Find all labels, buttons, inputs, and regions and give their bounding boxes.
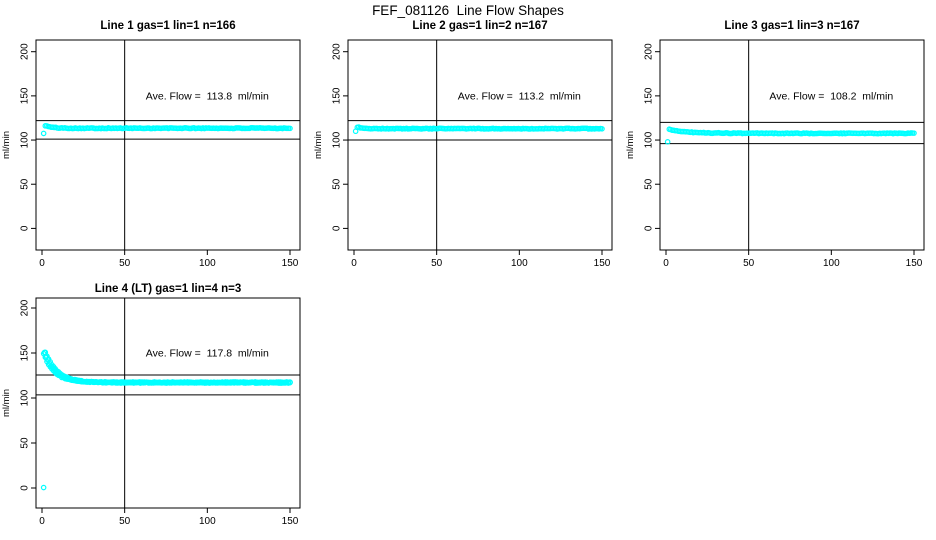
y-tick-label: 0 bbox=[20, 485, 31, 491]
y-tick-label: 150 bbox=[20, 344, 31, 361]
x-tick-label: 50 bbox=[743, 258, 755, 269]
avg-flow-annotation: Ave. Flow = 108.2 ml/min bbox=[769, 90, 893, 102]
x-tick-label: 50 bbox=[431, 258, 443, 269]
subplot-line-2: Line 2 gas=1 lin=2 n=167 0 50 100 150 0 50 100… bbox=[312, 20, 624, 270]
y-axis: 0 50 100 150 200 bbox=[332, 43, 348, 231]
subplot-4-canvas: 0 50 100 150 0 50 100 150 200 ml/min Ave. Flow = 1… bbox=[1, 297, 301, 527]
y-tick-label: 50 bbox=[332, 178, 343, 190]
y-tick-label: 50 bbox=[20, 437, 31, 449]
subplot-line-4: Line 4 (LT) gas=1 lin=4 n=3 0 50 100 150 0 50… bbox=[0, 270, 312, 540]
x-tick-label: 100 bbox=[511, 258, 528, 269]
x-tick-label: 100 bbox=[199, 258, 216, 269]
y-tick-label: 100 bbox=[20, 389, 31, 406]
avg-flow-annotation: Ave. Flow = 113.8 ml/min bbox=[146, 90, 269, 102]
y-tick-label: 50 bbox=[20, 178, 31, 190]
x-tick-label: 50 bbox=[119, 258, 131, 269]
subplot-3-canvas: 0 50 100 150 0 50 100 150 200 ml/min Ave. Flow = 1… bbox=[625, 39, 925, 269]
y-axis: 0 50 100 150 200 bbox=[20, 43, 36, 231]
y-tick-label: 100 bbox=[20, 131, 31, 148]
x-tick-label: 100 bbox=[199, 516, 216, 527]
subplot-1-canvas: 0 50 100 150 0 50 100 150 200 ml/min Ave. Flow = 1… bbox=[1, 39, 301, 269]
data-point bbox=[911, 130, 917, 136]
y-tick-label: 150 bbox=[20, 87, 31, 104]
avg-flow-annotation: Ave. Flow = 117.8 ml/min bbox=[146, 348, 269, 360]
figure-title: FEF_081126 Line Flow Shapes bbox=[372, 3, 564, 18]
x-tick-label: 0 bbox=[663, 258, 669, 269]
subplot-3-title: Line 3 gas=1 lin=3 n=167 bbox=[724, 20, 860, 32]
y-tick-label: 200 bbox=[20, 299, 31, 316]
data-points bbox=[664, 126, 917, 145]
plot-box bbox=[35, 297, 301, 509]
plot-box bbox=[35, 39, 301, 251]
y-tick-label: 200 bbox=[644, 43, 655, 60]
data-point bbox=[664, 139, 671, 145]
x-tick-label: 150 bbox=[906, 258, 923, 269]
subplot-4-title: Line 4 (LT) gas=1 lin=4 n=3 bbox=[94, 283, 242, 295]
y-tick-label: 0 bbox=[644, 225, 655, 231]
data-point bbox=[599, 126, 605, 132]
x-tick-label: 50 bbox=[119, 516, 131, 527]
x-tick-label: 0 bbox=[39, 258, 45, 269]
y-tick-label: 150 bbox=[644, 87, 655, 104]
x-tick-label: 150 bbox=[282, 516, 299, 527]
subplot-2-title: Line 2 gas=1 lin=2 n=167 bbox=[412, 20, 548, 32]
y-axis: 0 50 100 150 200 bbox=[20, 299, 36, 491]
x-axis: 0 50 100 150 bbox=[351, 250, 611, 269]
y-tick-label: 200 bbox=[20, 43, 31, 60]
subplot-line-1: Line 1 gas=1 lin=1 n=166 0 50 100 150 0 50 100… bbox=[0, 20, 312, 270]
x-axis: 0 50 100 150 bbox=[663, 250, 923, 269]
data-points bbox=[40, 123, 293, 137]
x-tick-label: 0 bbox=[351, 258, 357, 269]
y-tick-label: 100 bbox=[644, 131, 655, 148]
y-axis-label: ml/min bbox=[625, 131, 636, 159]
y-tick-label: 100 bbox=[332, 131, 343, 148]
subplot-2-canvas: 0 50 100 150 0 50 100 150 200 ml/min Ave. Flow = 1… bbox=[313, 39, 613, 269]
subplot-line-3: Line 3 gas=1 lin=3 n=167 0 50 100 150 0 50 100… bbox=[624, 20, 936, 270]
x-axis: 0 50 100 150 bbox=[39, 508, 299, 527]
data-point bbox=[40, 484, 47, 491]
y-tick-label: 200 bbox=[332, 43, 343, 60]
x-tick-label: 150 bbox=[594, 258, 611, 269]
y-tick-label: 0 bbox=[20, 225, 31, 231]
x-tick-label: 100 bbox=[823, 258, 840, 269]
y-tick-label: 50 bbox=[644, 178, 655, 190]
data-points bbox=[40, 349, 293, 491]
avg-flow-annotation: Ave. Flow = 113.2 ml/min bbox=[458, 90, 581, 102]
y-axis: 0 50 100 150 200 bbox=[644, 43, 660, 231]
plot-box bbox=[347, 39, 613, 251]
data-points bbox=[352, 124, 605, 135]
x-tick-label: 150 bbox=[282, 258, 299, 269]
subplot-1-title: Line 1 gas=1 lin=1 n=166 bbox=[100, 20, 236, 32]
y-tick-label: 150 bbox=[332, 87, 343, 104]
data-point bbox=[287, 379, 293, 386]
y-axis-label: ml/min bbox=[313, 131, 324, 159]
y-tick-label: 0 bbox=[332, 225, 343, 231]
data-point bbox=[40, 130, 47, 137]
plot-box bbox=[659, 39, 925, 251]
data-point bbox=[287, 125, 293, 132]
x-axis: 0 50 100 150 bbox=[39, 250, 299, 269]
x-tick-label: 0 bbox=[39, 516, 45, 527]
y-axis-label: ml/min bbox=[1, 131, 12, 159]
y-axis-label: ml/min bbox=[1, 389, 12, 417]
